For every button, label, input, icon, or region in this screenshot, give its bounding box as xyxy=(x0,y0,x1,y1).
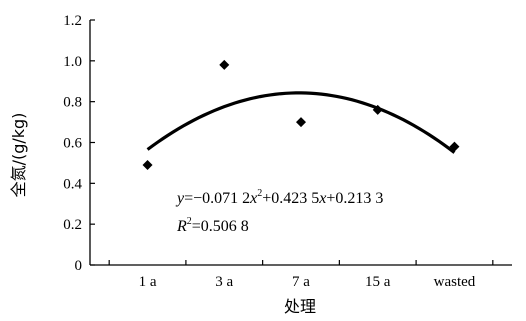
x-tick-label: 1 a xyxy=(139,274,157,290)
y-tick-label: 0.6 xyxy=(63,136,82,152)
data-points xyxy=(142,59,460,170)
y-axis-title: 全氮/(g/kg) xyxy=(9,113,28,198)
data-point xyxy=(219,59,230,70)
y-tick-label: 0.2 xyxy=(63,217,82,233)
data-point xyxy=(142,159,153,170)
y-tick-label: 0.8 xyxy=(63,95,82,111)
axes: 0 0.2 0.4 0.6 0.8 1.0 1.2 1 a 3 a 7 a 15 a wasted xyxy=(63,13,512,290)
x-tick-label: 7 a xyxy=(292,274,310,290)
y-tick-label: 0 xyxy=(75,258,83,274)
x-tick-label: wasted xyxy=(434,274,476,290)
x-axis-title: 处理 xyxy=(284,297,316,316)
data-point xyxy=(449,141,460,152)
data-point xyxy=(296,117,306,128)
y-tick-label: 1.0 xyxy=(63,54,82,70)
x-tick-label: 15 a xyxy=(365,274,391,290)
y-tick-label: 0.4 xyxy=(63,176,82,192)
trendline-r-squared: R2=0.506 8 xyxy=(176,216,249,235)
data-point xyxy=(372,104,383,115)
trendline-group xyxy=(146,91,456,154)
trendline-equation: y=−0.071 2x2+0.423 5x+0.213 3 xyxy=(175,188,383,207)
trendline xyxy=(146,91,456,154)
y-tick-label: 1.2 xyxy=(63,13,82,29)
x-tick-label: 3 a xyxy=(215,274,233,290)
